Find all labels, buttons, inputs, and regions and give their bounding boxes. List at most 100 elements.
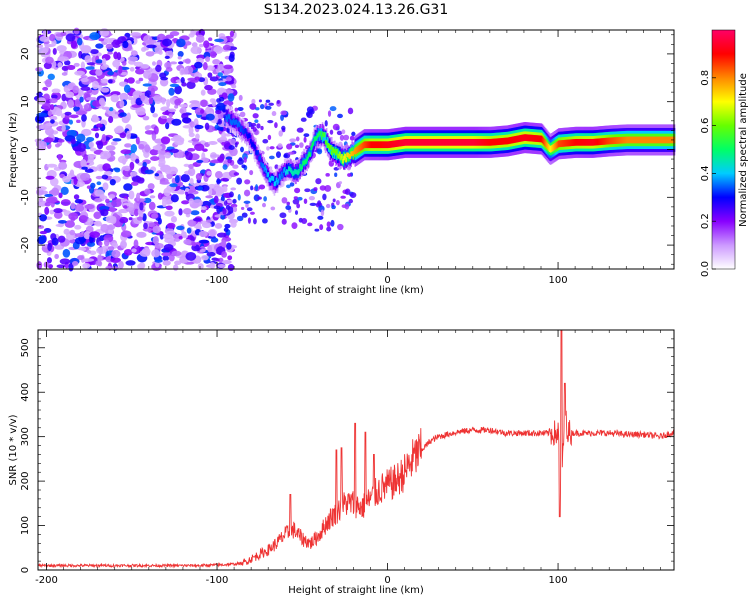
- spectrogram-ridge-cell: [237, 122, 240, 132]
- spectrogram-noise-blob: [61, 93, 67, 102]
- spectrogram-ridge-cell: [347, 153, 349, 162]
- spectrogram-ridge-cell: [329, 145, 332, 155]
- spectrogram-noise-blob: [221, 131, 227, 139]
- spectrogram-ridge-cell: [285, 169, 288, 174]
- spectrogram-noise-blob: [148, 222, 156, 228]
- spectrogram-noise-blob: [149, 195, 156, 199]
- spectrogram-ridge-cell: [513, 136, 515, 144]
- spectrogram-ridge-cell: [458, 138, 461, 146]
- spectrogram-ridge-cell: [232, 118, 235, 123]
- spectrogram-ridge-cell: [361, 142, 364, 150]
- spectrogram-noise-blob: [83, 104, 89, 111]
- spectrogram-ridge-cell: [281, 167, 284, 176]
- spectrogram-ridge-cell: [597, 138, 600, 146]
- spectrogram-ridge-cell: [442, 138, 445, 146]
- spectrogram-noise-blob: [217, 63, 225, 72]
- spectrogram-ridge-cell: [352, 151, 355, 156]
- spectrogram-ridge-cell: [279, 175, 282, 181]
- spectrogram-ridge-cell: [324, 132, 327, 142]
- spectrogram-noise-blob: [108, 106, 114, 112]
- y-tick-label: 0: [20, 567, 31, 573]
- spectrogram-noise-blob: [294, 187, 301, 194]
- spectrogram-ridge-cell: [235, 119, 238, 125]
- spectrogram-ridge-cell: [469, 138, 471, 146]
- spectrogram-noise-blob: [254, 119, 259, 124]
- spectrogram-noise-blob: [274, 122, 278, 129]
- spectrogram-noise-blob: [73, 62, 80, 67]
- spectrogram-noise-blob: [57, 154, 62, 161]
- spectrogram-ridge-cell: [331, 149, 334, 159]
- spectrogram-ridge-cell: [569, 139, 571, 147]
- spectrogram-noise-blob: [167, 108, 177, 113]
- spectrogram-noise-blob: [319, 185, 327, 191]
- spectrogram-noise-blob: [62, 248, 71, 258]
- spectrogram-noise-blob: [129, 67, 135, 72]
- spectrogram-noise-blob: [58, 161, 68, 170]
- spectrogram-noise-blob: [188, 163, 194, 170]
- spectrogram-ridge-cell: [660, 136, 662, 144]
- spectrogram-ridge-cell: [465, 138, 468, 146]
- spectrogram-ridge-cell: [585, 138, 588, 146]
- spectrogram-ridge-cell: [321, 131, 324, 137]
- spectrogram-noise-blob: [60, 199, 71, 206]
- spectrogram-ridge-cell: [635, 136, 638, 144]
- spectrogram-noise-blob: [130, 171, 138, 177]
- spectrogram-noise-blob: [73, 194, 80, 200]
- spectrogram-ridge-cell: [460, 138, 463, 146]
- spectrogram-noise-blob: [105, 43, 114, 50]
- spectrogram-ridge-cell: [238, 123, 241, 132]
- spectrogram-ridge-cell: [488, 138, 491, 146]
- spectrogram-noise-blob: [70, 138, 76, 145]
- spectrogram-noise-blob: [165, 169, 171, 175]
- spectrogram-noise-blob: [94, 132, 100, 139]
- spectrogram-ridge-cell: [314, 136, 317, 141]
- x-tick-label: -100: [206, 575, 229, 586]
- spectrogram-noise-blob: [194, 61, 203, 69]
- spectrogram-noise-blob: [209, 229, 216, 237]
- spectrogram-ridge-cell: [558, 140, 560, 148]
- spectrogram-noise-blob: [174, 175, 180, 184]
- spectrogram-noise-blob: [294, 144, 300, 148]
- spectrogram-ridge-cell: [557, 141, 559, 148]
- spectrogram-ridge-cell: [230, 113, 233, 123]
- spectrogram-noise-blob: [80, 77, 89, 83]
- spectrogram-noise-blob: [169, 183, 178, 188]
- spectrogram-ridge-cell: [270, 175, 273, 181]
- spectrogram-ridge-cell: [525, 134, 527, 142]
- spectrogram-ridge-cell: [240, 125, 243, 131]
- spectrogram-ridge-cell: [669, 136, 672, 144]
- spectrogram-noise-blob: [77, 255, 85, 261]
- spectrogram-noise-blob: [53, 211, 63, 219]
- spectrogram-noise-blob: [154, 242, 164, 249]
- spectrogram-noise-blob: [170, 194, 179, 203]
- spectrogram-noise-blob: [110, 141, 118, 146]
- spectrogram-ridge-cell: [355, 147, 358, 154]
- spectrogram-noise-blob: [165, 205, 173, 210]
- spectrogram-noise-blob: [67, 99, 75, 109]
- spectrogram-noise-blob: [38, 235, 47, 244]
- spectrogram-noise-blob: [237, 158, 244, 165]
- spectrogram-noise-blob: [286, 143, 293, 150]
- spectrogram-ridge-cell: [389, 141, 391, 148]
- spectrogram-ridge-cell: [599, 138, 602, 146]
- spectrogram-noise-blob: [332, 198, 336, 203]
- spectrogram-noise-blob: [165, 122, 170, 130]
- spectrogram-ridge-cell: [661, 136, 664, 144]
- spectrogram-noise-blob: [189, 178, 194, 185]
- spectrogram-ridge-cell: [419, 138, 422, 146]
- spectrogram-ridge-cell: [520, 134, 522, 142]
- spectrogram-ridge-cell: [654, 136, 656, 144]
- spectrogram-ridge-cell: [413, 138, 416, 146]
- spectrogram-ridge-cell: [403, 139, 406, 146]
- spectrogram-ridge-cell: [325, 140, 328, 146]
- spectrogram-noise-blob: [214, 38, 225, 43]
- spectrogram-x-ticks: -200 -100 0 100: [35, 30, 661, 286]
- spectrogram-ridge-cell: [443, 138, 446, 146]
- spectrogram-ridge-cell: [523, 134, 525, 142]
- spectrogram-noise-blob: [107, 224, 116, 230]
- spectrogram-noise-blob: [209, 76, 219, 82]
- spectrogram-noise-blob: [60, 31, 67, 37]
- spectrogram-noise-blob: [96, 141, 104, 150]
- spectrogram-noise-blob: [36, 186, 47, 191]
- spectrogram-noise-blob: [195, 34, 205, 43]
